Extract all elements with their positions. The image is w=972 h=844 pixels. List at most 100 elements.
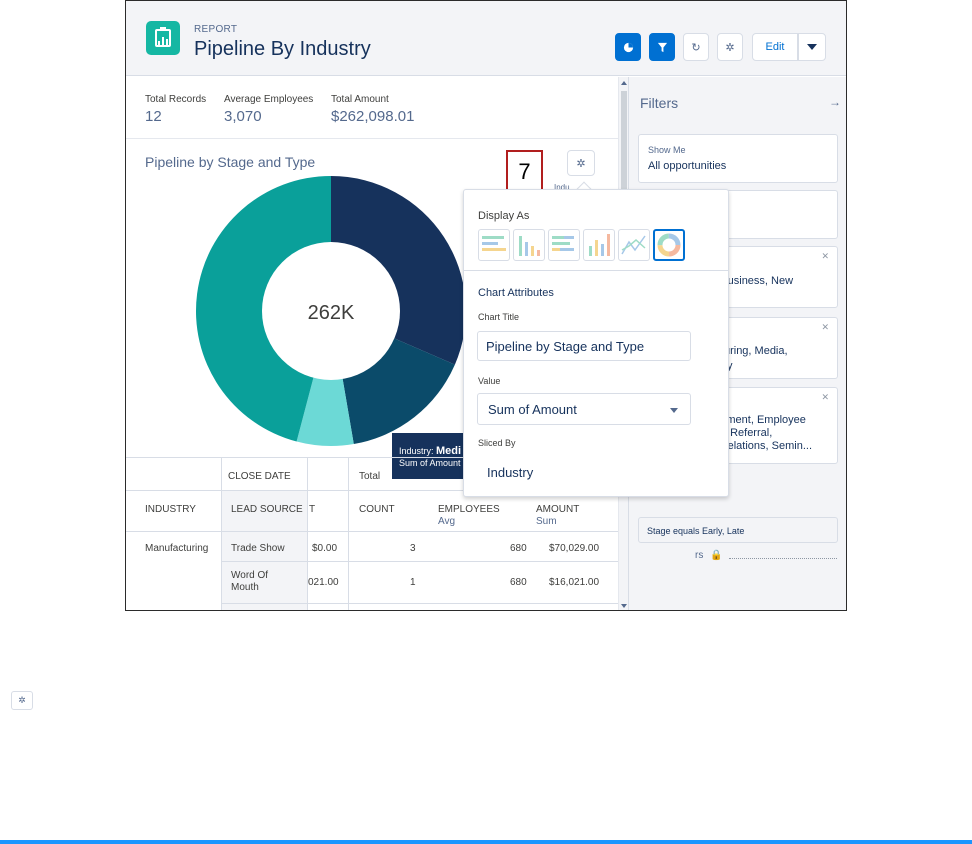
donut-hole [262,242,400,380]
summary-stats: Total Records 12 Average Employees 3,070… [126,77,618,139]
report-icon [146,21,180,55]
bottom-accent-bar [0,840,972,844]
filter-icon [657,42,667,52]
stacked-bar-icon [552,236,574,251]
stat-label: Total Amount [331,94,389,105]
legend-label-partial: Indu [554,183,570,192]
settings-button[interactable]: ✲ [717,33,743,61]
report-table: CLOSE DATE Total INDUSTRY LEAD SOURCE T … [126,457,618,610]
group-header-total: Total [359,471,381,482]
column-header-amount[interactable]: AMOUNT [536,504,580,515]
gear-icon: ✲ [576,157,586,170]
sliced-by-value[interactable]: Industry [487,465,534,480]
horizontal-bar-chart-button[interactable] [478,229,510,261]
filter-show-me[interactable]: Show Me All opportunities [638,134,838,183]
stacked-column-chart-button[interactable] [583,229,615,261]
scrollbar-thumb[interactable] [621,91,627,281]
stat-value: 12 [145,108,162,125]
column-header-t[interactable]: T [309,504,316,515]
stat-value: 3,070 [224,108,262,125]
chart-settings-button[interactable]: ✲ [567,150,595,176]
report-header: REPORT Pipeline By Industry ↻ ✲ Edit [126,1,846,76]
donut-chart-button[interactable] [653,229,685,261]
chevron-down-icon [807,44,817,50]
close-icon[interactable]: ✕ [821,322,829,332]
horizontal-bar-icon [482,236,506,251]
divider [729,558,837,559]
stacked-column-icon [589,234,610,256]
display-as-heading: Display As [478,210,530,222]
column-header-count[interactable]: COUNT [359,504,395,515]
line-chart-button[interactable] [618,229,650,261]
scroll-down-icon[interactable] [621,604,627,608]
column-subheader-sum: Sum [536,516,557,527]
filter-label: Show Me [648,145,686,155]
value-select[interactable]: Sum of Amount [477,393,691,425]
locked-filters-heading: rs 🔒 [695,550,723,561]
table-cell-lead-source: Trade Show [231,543,285,554]
table-cell-employees: 680 [510,543,527,554]
table-cell-t: 021.00 [308,577,339,588]
table-cell-count: 1 [410,577,416,588]
stat-label: Average Employees [224,94,314,105]
table-cell-amount: $16,021.00 [549,577,600,588]
group-header-close-date: CLOSE DATE [228,471,291,482]
table-cell-t: $0.00 [312,543,338,554]
locked-filter-value: Stage equals Early, Late [647,526,745,536]
donut-chart: 262K [196,176,466,446]
column-header-industry[interactable]: INDUSTRY [145,504,196,515]
stacked-bar-chart-button[interactable] [548,229,580,261]
table-cell-employees: 680 [510,577,527,588]
chart-title-input[interactable]: Pipeline by Stage and Type [477,331,691,361]
column-header-lead-source[interactable]: LEAD SOURCE [231,504,303,515]
column-subheader-avg: Avg [438,516,456,527]
donut-chart-icon [657,233,681,257]
edit-button-label: Edit [765,41,785,53]
gear-icon: ✲ [725,41,735,54]
table-cell-lead-source: Word Of Mouth [231,570,269,593]
chart-properties-panel: Display As Chart Attributes Chart Title … [463,189,729,497]
scroll-up-icon[interactable] [621,81,627,85]
table-cell-count: 3 [410,543,416,554]
tooltip-value: Medi [436,445,462,457]
edit-button[interactable]: Edit [752,33,798,61]
vertical-bar-icon [519,236,540,256]
donut-center-label: 262K [308,302,355,324]
edit-menu-button[interactable] [798,33,826,61]
value-select-text: Sum of Amount [488,402,577,417]
vertical-bar-chart-button[interactable] [513,229,545,261]
value-label: Value [478,376,501,386]
refresh-icon: ↻ [691,41,701,54]
chart-tooltip: Industry: Medi Sum of Amount [392,433,464,479]
page-title: Pipeline By Industry [194,38,371,60]
stat-label: Total Records [145,94,207,105]
chevron-down-icon [670,408,678,413]
stat-average-employees: Average Employees 3,070 [224,94,313,125]
gear-icon: ✲ [11,691,33,710]
chart-toggle-button[interactable] [615,33,641,61]
locked-filter-stage: Stage equals Early, Late [638,517,838,543]
refresh-button[interactable]: ↻ [683,33,709,61]
close-icon[interactable]: ✕ [821,251,829,261]
filter-toggle-button[interactable] [649,33,675,61]
step-callout: 7 [506,150,543,194]
collapse-arrow-icon[interactable]: → [829,95,841,109]
table-cell-amount: $70,029.00 [549,543,600,554]
close-icon[interactable]: ✕ [821,392,829,402]
stat-total-amount: Total Amount $262,098.01 [331,94,414,125]
filters-title: Filters [640,95,679,111]
sliced-by-label: Sliced By [478,438,516,448]
divider [464,270,728,271]
column-header-employees[interactable]: EMPLOYEES [438,504,500,515]
report-eyebrow: REPORT [194,24,238,35]
filter-value: All opportunities [648,160,727,172]
stat-total-records: Total Records 12 [145,94,206,125]
chart-title-label: Chart Title [478,312,520,322]
chart-attributes-heading: Chart Attributes [478,287,554,299]
line-chart-icon [621,235,646,255]
table-cell-industry: Manufacturing [145,543,209,554]
locked-filters-label: rs [695,550,704,561]
stat-value: $262,098.01 [331,108,415,125]
chart-title: Pipeline by Stage and Type [145,154,316,170]
tooltip-prefix: Industry: [399,446,437,456]
